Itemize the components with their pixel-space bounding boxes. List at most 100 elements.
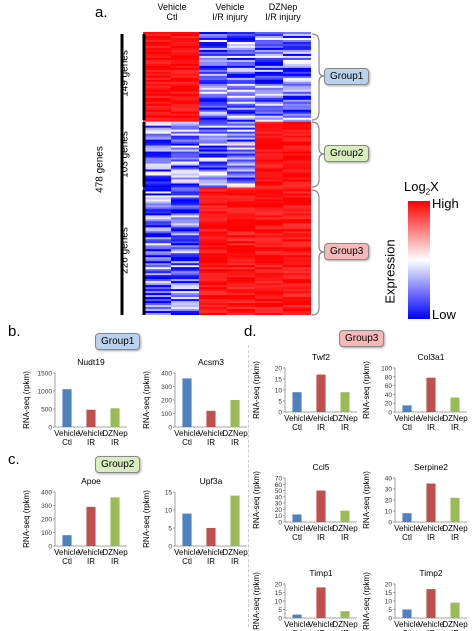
heatmap-cell [227,159,256,162]
heatmap-cell [227,111,256,115]
heatmap-cell [227,91,256,95]
heatmap-cell [171,105,200,109]
heatmap-cell [143,103,172,107]
heatmap-cell [199,215,228,218]
heatmap-cell [255,53,284,57]
heatmap-cell [283,83,311,87]
heatmap-cell [255,273,284,276]
heatmap-cell [199,149,228,152]
y-tick-label: 5 [278,607,282,614]
group2-badge: Group2 [324,145,370,162]
x-tick-label: DZNep [222,429,248,438]
heatmap-cell [143,115,172,118]
heatmap-cell [143,55,172,59]
heatmap-cell [255,145,284,148]
heatmap-cell [143,97,172,101]
heatmap-cell [143,225,172,228]
heatmap-cell [255,291,284,294]
heatmap-cell [199,81,228,85]
heatmap-cell [283,245,311,248]
heatmap-cell [283,233,311,236]
heatmap-cell [227,229,256,232]
heatmap-cell [227,179,256,182]
heatmap-cell [283,257,311,260]
heatmap-cell [171,311,200,314]
heatmap-cell [227,241,256,244]
heatmap-cell [255,93,284,97]
heatmap-cell [227,301,256,304]
heatmap-cell [227,265,256,268]
heatmap-cell [227,247,256,250]
heatmap-cell [199,173,228,176]
heatmap-cell [227,181,256,184]
heatmap-cell [171,77,200,81]
bar [450,497,460,522]
heatmap-cell [227,161,256,164]
heatmap-cell [143,71,172,75]
heatmap-cell [143,295,172,298]
heatmap-cell [227,313,256,315]
heatmap-cell [199,177,228,180]
heatmap-cell [255,39,284,43]
heatmap-cell [199,153,228,156]
heatmap-cell [283,203,311,206]
heatmap-cell [171,151,200,154]
heatmap-cell [227,43,256,47]
heatmap-cell [143,59,172,63]
heatmap-cell [283,187,311,190]
heatmap-cell [227,187,256,190]
x-tick-label: IR [427,533,435,542]
heatmap-cell [255,105,284,109]
heatmap-cell [227,203,256,206]
heatmap-cell [283,297,311,300]
heatmap-cell [227,173,256,176]
x-tick-label: DZNep [102,429,128,438]
heatmap-cell [199,45,228,49]
heatmap-cell [171,189,200,192]
heatmap-cell [199,257,228,260]
heatmap-cell [255,261,284,264]
x-tick-label: DZNep [442,414,468,423]
heatmap-cell [199,135,228,138]
y-tick-label: 0 [168,544,172,551]
heatmap-cell [255,71,284,75]
heatmap-cell [199,267,228,270]
heatmap-cell [171,277,200,280]
heatmap-cell [199,255,228,258]
heatmap-cell [227,69,256,73]
heatmap-cell [227,57,256,61]
heatmap-cell [227,147,256,150]
heatmap-cell [283,207,311,210]
heatmap-cell [283,215,311,218]
heatmap-cell [227,285,256,288]
heatmap-cell [255,45,284,49]
heatmap-cell [171,157,200,160]
heatmap-cell [255,87,284,91]
heatmap-cell [227,141,256,144]
heatmap-cell [283,213,311,216]
heatmap-cell [283,191,311,194]
heatmap-cell [143,195,172,198]
heatmap-cell [143,311,172,314]
heatmap-cell [283,123,311,126]
heatmap-cell [255,55,284,59]
heatmap-cell [283,201,311,204]
heatmap-cell [143,119,172,122]
heatmap-cell [255,241,284,244]
heatmap-cell [143,193,172,196]
colorbar-gradient [408,201,430,319]
heatmap-cell [227,89,256,93]
heatmap-cell [171,193,200,196]
heatmap-cell [199,187,228,190]
heatmap-cell [199,41,228,45]
x-tick-label: Ctl [292,629,302,631]
heatmap-cell [227,297,256,300]
heatmap-cell [283,239,311,242]
heatmap-cell [171,45,200,49]
heatmap-cell [255,109,284,113]
heatmap-cell [227,261,256,264]
heatmap-cell [283,197,311,200]
heatmap-cell [255,161,284,164]
heatmap-cell [199,121,228,124]
heatmap-cell [171,85,200,89]
